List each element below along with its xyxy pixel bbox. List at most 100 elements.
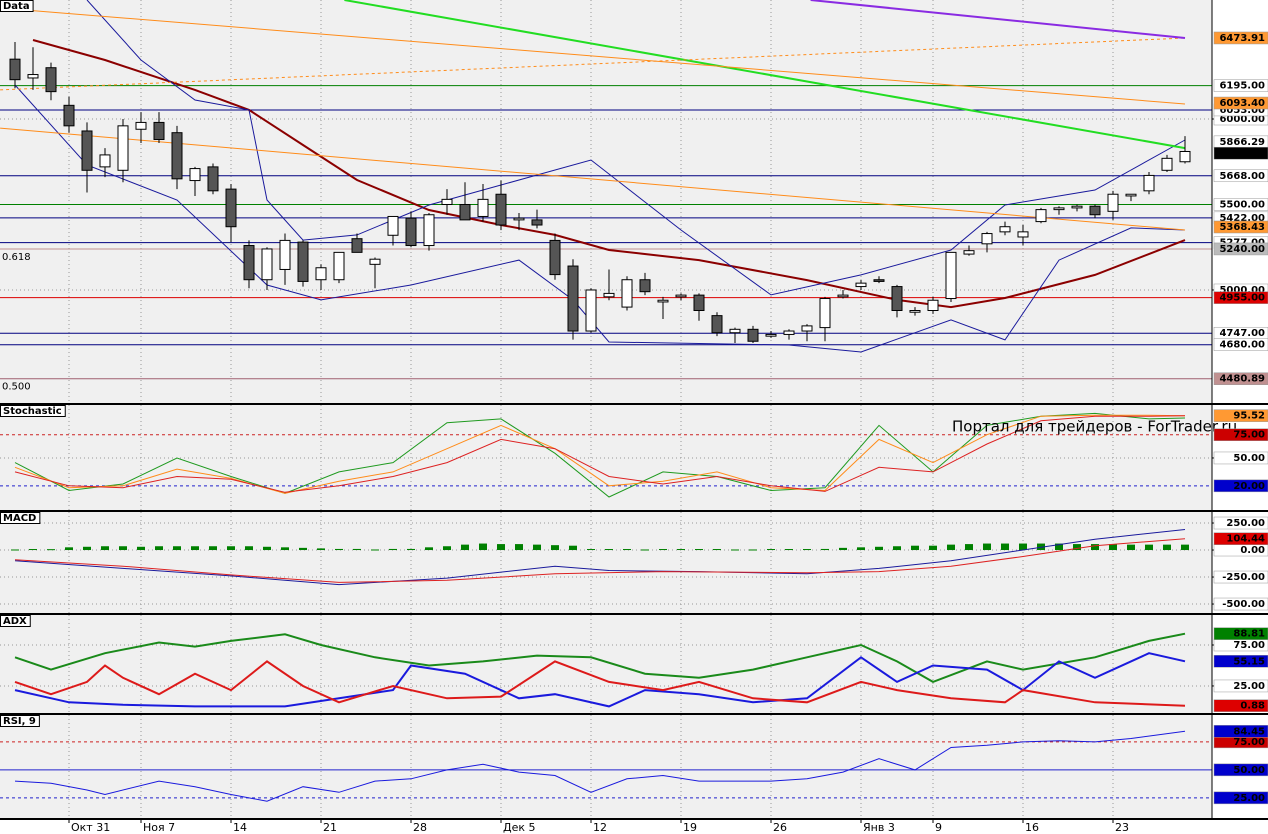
axis-label: 20.00 <box>1233 481 1265 492</box>
histogram-bar <box>119 546 127 551</box>
candle-body <box>819 298 831 329</box>
indicator-line <box>14 414 1186 494</box>
histogram-bar <box>641 549 649 551</box>
candle-body <box>765 333 777 337</box>
axis-label: 6093.40 <box>1219 98 1265 109</box>
candle-body <box>153 121 165 141</box>
histogram-bar <box>1127 544 1135 551</box>
histogram-bar <box>497 544 505 551</box>
candle-body <box>135 121 147 130</box>
histogram-bar <box>353 548 361 551</box>
histogram-bar <box>857 547 865 551</box>
candle-body <box>783 330 795 335</box>
axis-label-box <box>1213 791 1268 805</box>
histogram-bar <box>461 544 469 551</box>
panel-title-box <box>0 715 40 727</box>
candle-body <box>387 215 399 236</box>
histogram-bar <box>227 546 235 551</box>
histogram-bar <box>47 549 55 551</box>
histogram-bar <box>317 548 325 551</box>
histogram-bar <box>983 543 991 551</box>
candle-body <box>909 309 921 313</box>
panel-title: MACD <box>3 513 36 524</box>
candle-body <box>549 239 561 276</box>
axis-label-box <box>1213 31 1268 45</box>
axis-label-box <box>1213 516 1268 530</box>
axis-label: 25.00 <box>1233 681 1265 692</box>
axis-label: -500.00 <box>1222 599 1265 610</box>
indicator-line <box>14 538 1186 583</box>
histogram-bar <box>137 546 145 551</box>
panel-title-box <box>0 512 41 524</box>
axis-label-box <box>1213 597 1268 611</box>
indicator-line <box>14 632 1186 684</box>
histogram-bar <box>209 546 217 551</box>
axis-label-box <box>1213 372 1268 385</box>
candle-body <box>351 238 363 253</box>
axis-label-box <box>1213 79 1268 92</box>
histogram-bar <box>173 546 181 551</box>
candle-body <box>1179 150 1191 163</box>
panel-background <box>0 0 1212 403</box>
axis-label-box <box>1213 451 1268 465</box>
axis-label-box <box>1213 242 1268 256</box>
axis-label: 5422.00 <box>1219 213 1265 224</box>
histogram-bar <box>731 549 739 551</box>
x-tick-label: Ноя 7 <box>143 821 175 834</box>
candle-body <box>621 279 633 308</box>
candle-body <box>1125 193 1137 197</box>
axis-label-box <box>1213 699 1268 712</box>
axis-label: 25.00 <box>1233 793 1265 804</box>
histogram-bar <box>533 544 541 551</box>
axis-label-box <box>1213 763 1268 777</box>
axis-label-box <box>1213 96 1268 110</box>
histogram-bar <box>587 549 595 551</box>
x-tick-label: 9 <box>935 821 942 834</box>
axis-label: 5368.43 <box>1219 222 1265 233</box>
candle-body <box>243 245 255 281</box>
candle-body <box>1161 157 1173 171</box>
candle-body <box>315 267 327 281</box>
indicator-line <box>14 412 1186 498</box>
axis-label-box <box>1213 725 1268 738</box>
indicator-line <box>0 127 1186 231</box>
histogram-bar <box>155 546 163 551</box>
axis-label: 5240.00 <box>1219 244 1265 255</box>
x-tick-label: 21 <box>323 821 337 834</box>
candle-body <box>513 217 525 221</box>
candle-body <box>405 217 417 247</box>
histogram-bar <box>767 549 775 551</box>
axis-label: 75.00 <box>1233 640 1265 651</box>
axis-label-box <box>1213 198 1268 211</box>
x-tick-label: Дек 5 <box>503 821 536 834</box>
candle-body <box>27 74 39 79</box>
x-tick-label: 23 <box>1115 821 1129 834</box>
histogram-bar <box>839 547 847 551</box>
histogram-bar <box>1073 544 1081 551</box>
x-tick-label: Янв 3 <box>863 821 895 834</box>
axis-label-box <box>1213 291 1268 304</box>
axis-label: 95.52 <box>1233 411 1265 422</box>
histogram-bar <box>1037 543 1045 551</box>
indicator-line <box>14 529 1186 586</box>
axis-label: 4680.00 <box>1219 340 1265 351</box>
candle-body <box>729 328 741 334</box>
axis-label-box <box>1213 570 1268 584</box>
histogram-bar <box>29 549 37 551</box>
histogram-bar <box>1181 544 1189 551</box>
axis-label: 6053.00 <box>1219 105 1265 116</box>
candle-body <box>1143 174 1155 192</box>
axis-label-box <box>1213 479 1268 493</box>
candle-body <box>459 203 471 221</box>
axis-label-box <box>1213 627 1268 640</box>
panel-background <box>0 405 1212 510</box>
axis-label: 5800.00 <box>1219 148 1265 159</box>
axis-label: 84.45 <box>1233 726 1265 737</box>
candle-body <box>639 279 651 293</box>
axis-label-box <box>1213 146 1268 160</box>
histogram-bar <box>605 549 613 551</box>
candle-body <box>441 198 453 205</box>
axis-label: 6473.91 <box>1219 33 1265 44</box>
level-name: 0.618 <box>2 252 31 263</box>
histogram-bar <box>929 545 937 551</box>
